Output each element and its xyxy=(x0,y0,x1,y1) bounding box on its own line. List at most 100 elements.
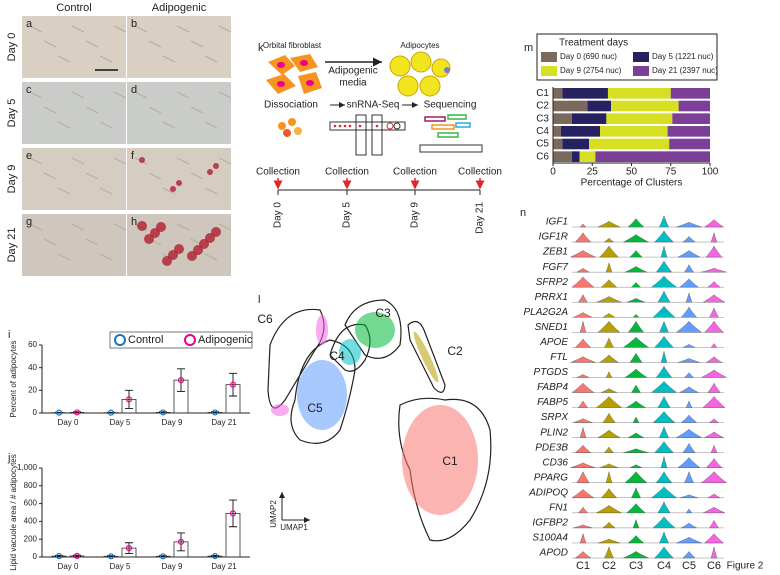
gene-label: PRRX1 xyxy=(535,292,568,303)
gene-label: SNED1 xyxy=(535,322,568,333)
micrograph xyxy=(22,214,126,276)
violin xyxy=(626,298,646,303)
bar-segment xyxy=(553,88,563,99)
cell-texture xyxy=(99,55,113,63)
gene-label: PLIN2 xyxy=(540,427,568,438)
mean-marker xyxy=(177,538,185,545)
x-tick-label: 25 xyxy=(587,167,599,178)
violin xyxy=(602,412,616,423)
adipocyte-icon xyxy=(389,51,451,97)
violin xyxy=(604,337,614,348)
cell-texture xyxy=(113,25,127,33)
violin xyxy=(710,343,718,348)
cell-texture xyxy=(204,121,218,129)
micrograph xyxy=(22,148,126,210)
y-tick-label: 0 xyxy=(33,408,38,417)
violin xyxy=(710,444,718,453)
mean-marker xyxy=(55,553,63,560)
mean-marker xyxy=(159,553,167,560)
gene-label: IGF1 xyxy=(546,217,568,228)
violin xyxy=(624,471,648,483)
cell-texture xyxy=(85,106,99,114)
mean-marker xyxy=(73,409,81,416)
cluster-label: C5 xyxy=(307,401,323,415)
y-tick-label: C3 xyxy=(536,113,549,124)
gene-label: FABP4 xyxy=(537,382,568,393)
panel-letter: c xyxy=(26,84,32,96)
violin xyxy=(627,320,645,333)
violin xyxy=(577,506,589,514)
violin xyxy=(597,221,621,228)
violin xyxy=(624,266,648,273)
legend-marker xyxy=(184,334,196,346)
panel-letter: k xyxy=(258,42,264,54)
cell-texture xyxy=(99,121,113,129)
violin xyxy=(707,281,721,288)
violin xyxy=(657,501,671,514)
violin xyxy=(682,344,696,348)
cell-texture xyxy=(204,253,218,261)
bar-segment xyxy=(553,138,563,150)
bar-segment xyxy=(667,126,710,137)
cell-texture xyxy=(29,157,43,165)
gene-label: APOD xyxy=(539,548,568,559)
violin xyxy=(629,352,643,363)
cell-texture xyxy=(190,106,204,114)
step-label: Sequencing xyxy=(424,100,477,111)
cell-texture xyxy=(71,223,85,231)
violin xyxy=(710,232,718,243)
violin xyxy=(680,414,698,423)
stained-cell xyxy=(207,169,213,175)
cell-texture xyxy=(43,40,57,48)
fibroblast-icon xyxy=(266,54,322,94)
cell-texture xyxy=(162,121,176,129)
y-tick-label: 1,000 xyxy=(17,463,38,472)
violin xyxy=(660,456,668,468)
violin xyxy=(681,522,697,529)
violin xyxy=(626,503,646,514)
reads-icon xyxy=(419,114,483,153)
error-bar xyxy=(125,389,133,409)
panel-letter: n xyxy=(520,207,526,219)
violin xyxy=(655,365,673,378)
bar-segment xyxy=(571,151,580,162)
violin xyxy=(570,356,596,363)
x-tick-label: Day 9 xyxy=(162,418,183,427)
cell-texture xyxy=(29,91,43,99)
x-axis-label: Percentage of Clusters xyxy=(581,178,683,189)
panel-letter: h xyxy=(131,216,137,228)
bar-segment xyxy=(589,138,670,150)
bar-segment xyxy=(606,113,673,124)
violin xyxy=(702,506,726,514)
violin xyxy=(655,471,673,483)
violin xyxy=(632,416,640,423)
y-tick-label: C1 xyxy=(536,88,549,99)
violin xyxy=(679,386,699,393)
panel-letter: d xyxy=(131,84,137,96)
micrograph xyxy=(127,82,231,144)
legend-label: Adipogenic xyxy=(198,334,253,346)
error-bar xyxy=(229,372,237,397)
x-tick-label: Day 5 xyxy=(110,418,131,427)
panel-letter: f xyxy=(131,150,135,162)
stained-cell xyxy=(187,251,197,261)
violin xyxy=(677,457,701,468)
nuclei-icon xyxy=(278,118,302,137)
step-label: Dissociation xyxy=(264,100,318,111)
violin xyxy=(576,267,590,273)
violin xyxy=(709,307,719,318)
panel-letter: j xyxy=(7,452,10,464)
error-bar xyxy=(177,368,185,392)
violin xyxy=(631,384,641,393)
violin xyxy=(627,535,645,544)
violin xyxy=(707,382,721,393)
violin xyxy=(659,215,669,228)
violin xyxy=(660,245,668,258)
violin xyxy=(702,294,726,303)
violin xyxy=(705,458,723,468)
violin xyxy=(605,262,613,273)
violin xyxy=(570,250,596,258)
violin xyxy=(683,372,695,378)
violin xyxy=(605,371,613,378)
cell-texture xyxy=(43,172,57,180)
